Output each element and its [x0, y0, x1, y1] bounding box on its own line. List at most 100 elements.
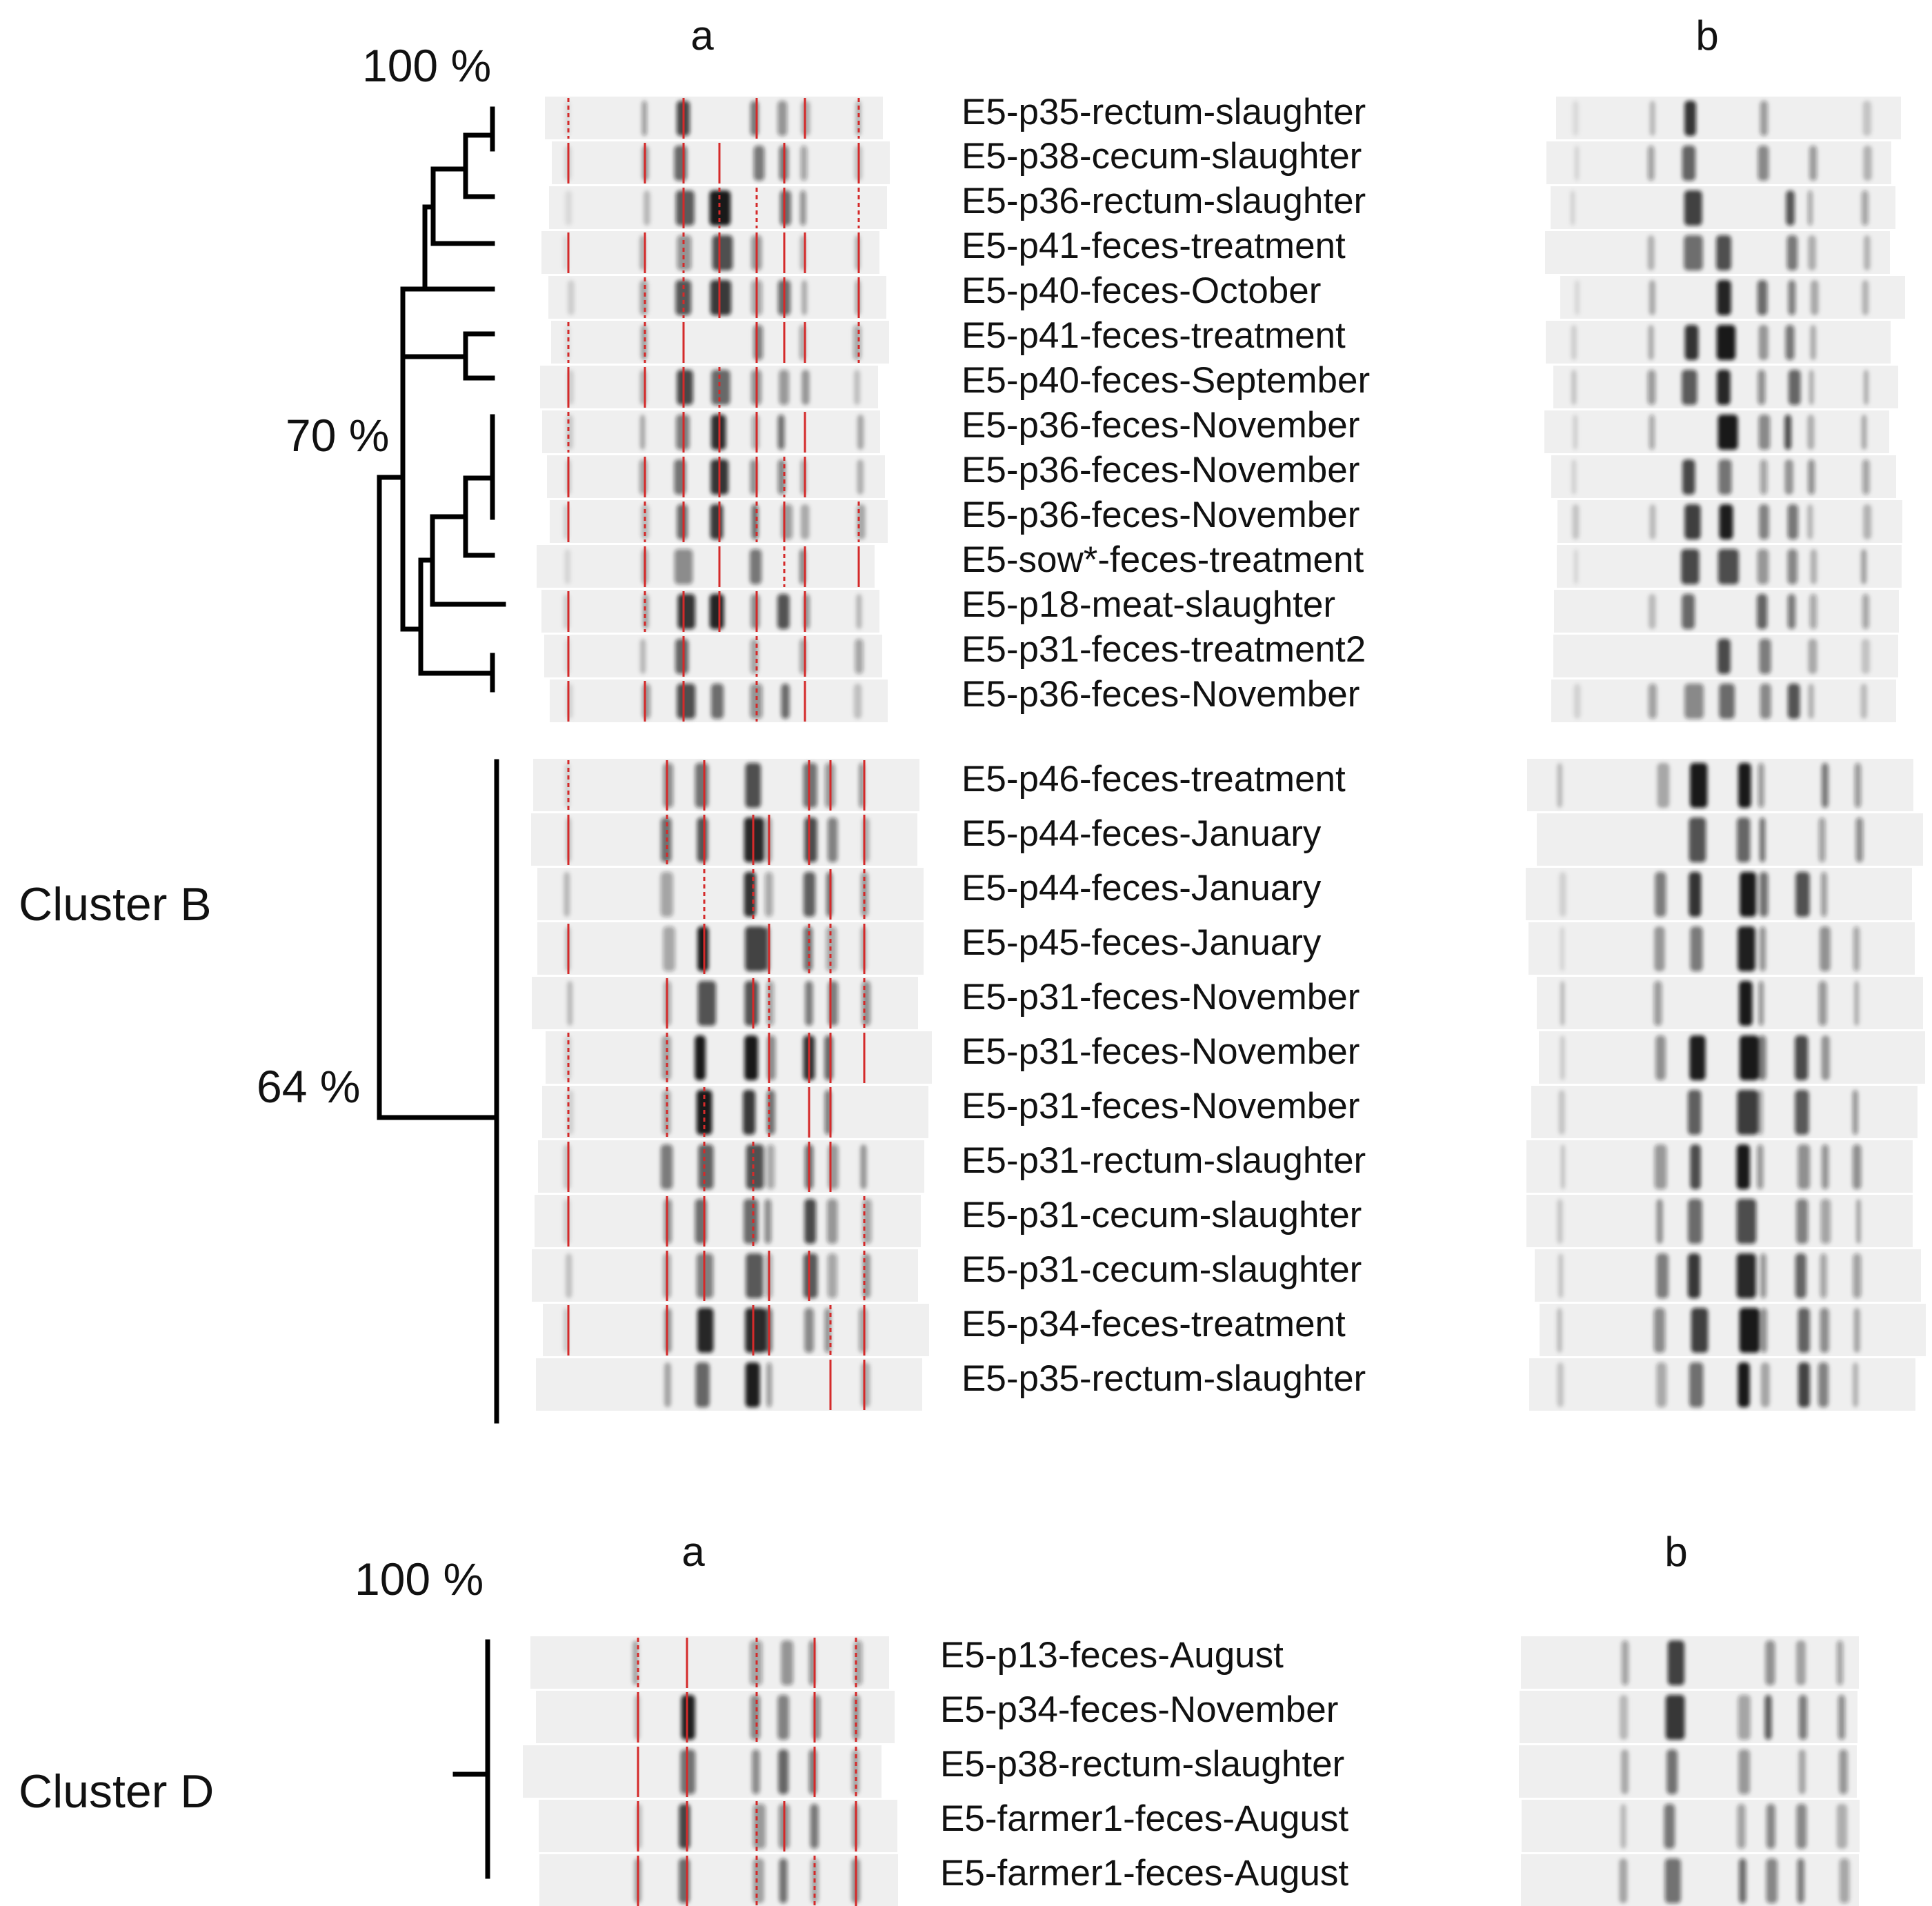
cluster-b-label: Cluster B: [19, 878, 212, 931]
gel-lane: [547, 455, 885, 498]
gel-lane: [1556, 97, 1901, 139]
sample-label: E5-p38-cecum-slaughter: [962, 136, 1362, 177]
sample-label: E5-p31-cecum-slaughter: [962, 1249, 1362, 1290]
gel-lane: [1531, 1086, 1918, 1138]
gel-lane: [1529, 1358, 1915, 1411]
sample-label: E5-p13-feces-August: [940, 1635, 1284, 1676]
cluster-d-gel-a: [523, 1636, 898, 1906]
gel-lane: [1557, 545, 1902, 588]
cluster-b-node-64: 64 %: [257, 1061, 360, 1112]
cluster-d-col-a-label: a: [681, 1529, 705, 1575]
gel-lane: [1553, 635, 1898, 677]
gel-lane: [1521, 1854, 1859, 1906]
cluster-b-gel-b-upper: [1544, 97, 1905, 722]
sample-label: E5-p31-feces-November: [962, 1031, 1360, 1072]
sample-label: E5-p41-feces-treatment: [962, 226, 1346, 266]
gel-lane: [536, 1358, 922, 1411]
gel-lane: [1526, 1140, 1913, 1193]
cluster-b-gel-a-lower: [531, 759, 932, 1411]
gel-lane: [536, 1691, 895, 1743]
cluster-b-scale-100: 100 %: [362, 40, 491, 91]
gel-lane: [550, 500, 888, 543]
sample-label: E5-sow*-feces-treatment: [962, 539, 1364, 580]
sample-label: E5-p40-feces-October: [962, 270, 1321, 311]
gel-lane: [1535, 1249, 1921, 1302]
sample-label: E5-p36-feces-November: [962, 495, 1360, 535]
sample-label: E5-p36-feces-November: [962, 405, 1360, 446]
gel-lane: [548, 276, 886, 319]
cluster-d-scale-100: 100 %: [355, 1553, 484, 1605]
gel-lane: [1528, 922, 1915, 975]
sample-label: E5-farmer1-feces-August: [940, 1853, 1348, 1894]
gel-lane: [540, 366, 878, 408]
gel-lane: [1551, 455, 1896, 498]
gel-lane: [542, 1086, 928, 1138]
cluster-b-lower-sample-list: E5-p46-feces-treatment E5-p44-feces-Janu…: [962, 759, 1366, 1399]
sample-label: E5-p34-feces-November: [940, 1689, 1338, 1730]
sample-label: E5-p31-feces-November: [962, 1086, 1360, 1126]
gel-lane: [551, 321, 889, 364]
sample-label: E5-p36-feces-November: [962, 674, 1360, 715]
gel-lane: [1551, 186, 1895, 229]
gel-lane: [550, 679, 888, 722]
cluster-d-col-b-label: b: [1664, 1529, 1687, 1575]
sample-label: E5-p31-cecum-slaughter: [962, 1195, 1362, 1235]
gel-lane: [543, 1304, 929, 1356]
cluster-d-gel-b: [1519, 1636, 1860, 1906]
gel-lane: [532, 977, 918, 1029]
sample-label: E5-p44-feces-January: [962, 868, 1322, 909]
sample-label: E5-p45-feces-January: [962, 922, 1322, 963]
gel-lane: [530, 1636, 889, 1689]
gel-lane: [537, 545, 875, 588]
cluster-b-upper-sample-list: E5-p35-rectum-slaughter E5-p38-cecum-sla…: [962, 92, 1370, 715]
gel-lane: [545, 97, 883, 139]
gel-lane: [1546, 141, 1891, 184]
sample-label: E5-p36-rectum-slaughter: [962, 181, 1366, 221]
gel-lane: [1551, 679, 1896, 722]
gel-lane: [1545, 231, 1890, 274]
gel-lane: [537, 922, 924, 975]
gel-lane: [538, 1140, 924, 1193]
sample-label: E5-p46-feces-treatment: [962, 759, 1346, 800]
cluster-d-sample-list: E5-p13-feces-August E5-p34-feces-Novembe…: [940, 1635, 1348, 1894]
gel-lane: [1537, 977, 1923, 1029]
gel-lane: [1557, 500, 1902, 543]
cluster-b-col-a-label: a: [690, 12, 714, 59]
cluster-d-label: Cluster D: [19, 1765, 214, 1818]
gel-lane: [535, 1195, 921, 1247]
gel-lane: [552, 141, 890, 184]
gel-lane: [1553, 366, 1898, 408]
gel-lane: [1544, 410, 1889, 453]
gel-lane: [546, 1031, 932, 1084]
gel-lane: [1520, 1691, 1858, 1743]
gel-lane: [544, 635, 882, 677]
sample-label: E5-p44-feces-January: [962, 813, 1322, 854]
cluster-b-node-70: 70 %: [286, 410, 389, 461]
sample-label: E5-p38-rectum-slaughter: [940, 1744, 1344, 1785]
sample-label: E5-p18-meat-slaughter: [962, 584, 1335, 625]
gel-lane: [523, 1745, 882, 1798]
gel-lane: [1560, 276, 1905, 319]
cluster-b-dendrogram: [377, 106, 506, 1424]
sample-label: E5-p36-feces-November: [962, 450, 1360, 490]
sample-label: E5-p41-feces-treatment: [962, 315, 1346, 356]
sample-label: E5-p40-feces-September: [962, 360, 1370, 401]
gel-lane: [531, 813, 917, 866]
gel-lane: [1521, 1636, 1859, 1689]
gel-lane: [532, 1249, 918, 1302]
gel-lane: [1546, 321, 1891, 364]
gel-lane: [542, 410, 880, 453]
gel-lane: [1539, 1031, 1925, 1084]
gel-lane: [539, 1854, 898, 1906]
gel-lane: [1554, 590, 1899, 633]
sample-label: E5-p31-rectum-slaughter: [962, 1140, 1366, 1181]
sample-label: E5-p34-feces-treatment: [962, 1304, 1346, 1344]
gel-lane: [541, 590, 879, 633]
gel-lane: [539, 1800, 897, 1852]
cluster-b-gel-a-upper: [537, 97, 890, 722]
sample-label: E5-p35-rectum-slaughter: [962, 1358, 1366, 1399]
gel-lane: [541, 231, 879, 274]
gel-lane: [1526, 1195, 1913, 1247]
sample-label: E5-farmer1-feces-August: [940, 1798, 1348, 1839]
